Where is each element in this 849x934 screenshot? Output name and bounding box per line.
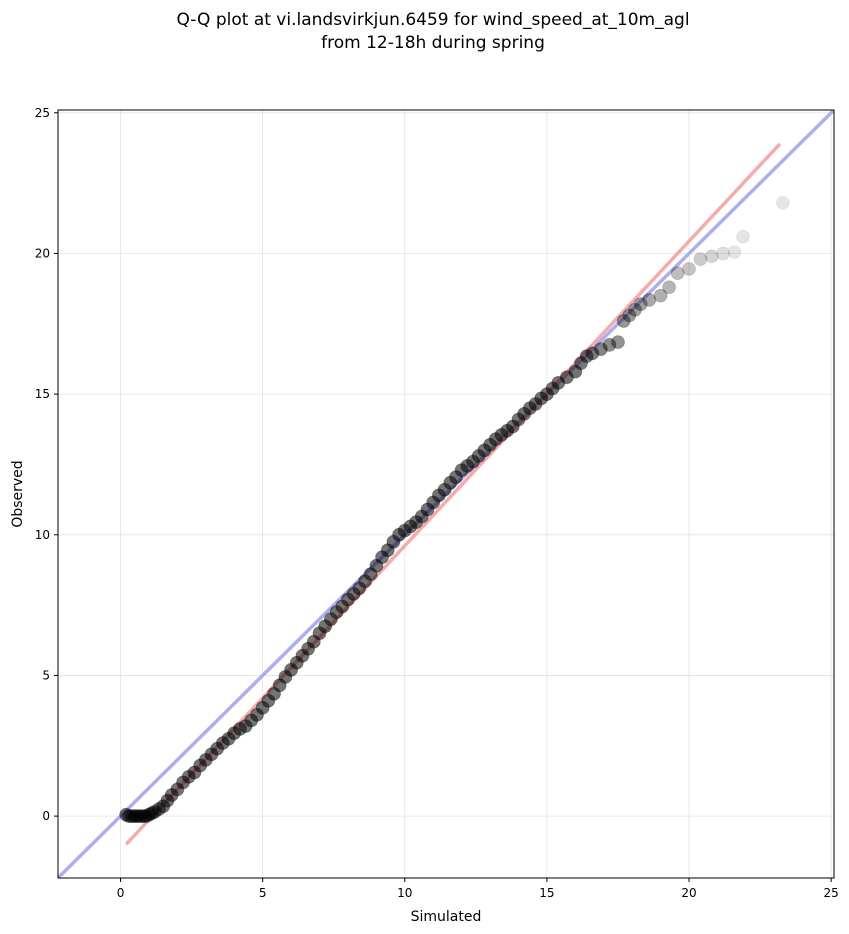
qq-point: [585, 346, 600, 361]
y-tick-label: 15: [35, 387, 50, 401]
y-tick-label: 5: [42, 668, 50, 682]
chart-title: Q-Q plot at vi.landsvirkjun.6459 for win…: [176, 10, 689, 53]
qq-point: [602, 338, 617, 352]
qq-point: [611, 335, 625, 349]
qq-point: [727, 245, 742, 259]
y-tick-label: 25: [35, 106, 50, 120]
x-tick-label: 10: [397, 886, 412, 900]
y-tick-label: 0: [42, 809, 50, 823]
qq-point: [775, 195, 790, 210]
x-tick-label: 5: [259, 886, 267, 900]
qq-point: [736, 229, 750, 244]
qq-point: [682, 262, 696, 276]
chart-title-line-1: Q-Q plot at vi.landsvirkjun.6459 for win…: [176, 10, 689, 30]
qq-point: [616, 314, 631, 328]
chart-title-line-2: from 12-18h during spring: [321, 33, 545, 53]
x-tick-label: 0: [117, 886, 125, 900]
qq-point: [628, 302, 642, 317]
qq-point: [716, 246, 731, 261]
x-tick-label: 20: [681, 886, 696, 900]
x-tick-label: 25: [824, 886, 839, 900]
qq-point: [642, 292, 657, 307]
plot-area: [58, 110, 834, 878]
qq-point: [670, 266, 685, 281]
qq-point: [594, 342, 608, 357]
y-tick-label: 20: [35, 246, 50, 260]
qq-point: [633, 297, 648, 312]
y-tick-label: 10: [35, 528, 50, 542]
y-axis-label: Observed: [10, 460, 26, 527]
x-tick-label: 15: [539, 886, 554, 900]
axis-ticks: 0 5 10 15 20 25 0 5 10 15 20 25: [35, 106, 839, 900]
qq-point: [622, 308, 637, 323]
plot-frame: [57, 109, 835, 879]
grid: [58, 110, 834, 878]
qq-point: [662, 280, 677, 295]
qq-point: [704, 249, 719, 264]
x-axis-label: Simulated: [411, 909, 482, 925]
qq-point: [693, 252, 708, 266]
qq-point: [653, 288, 668, 303]
